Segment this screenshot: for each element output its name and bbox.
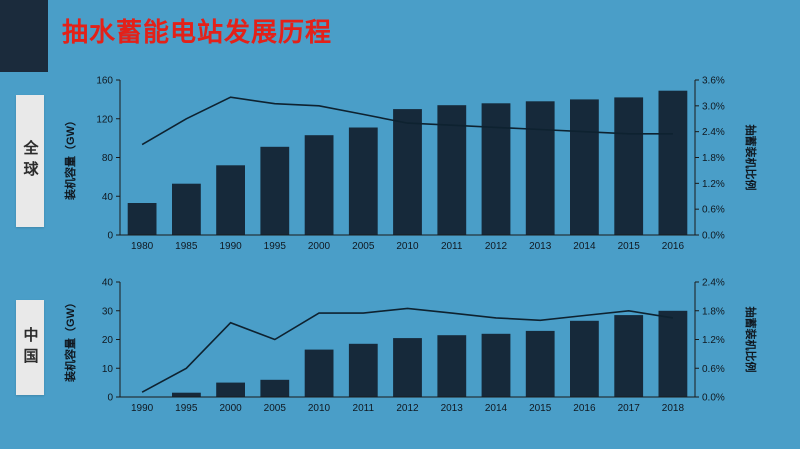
svg-text:2015: 2015 <box>618 241 641 252</box>
svg-text:2014: 2014 <box>485 403 508 414</box>
svg-text:80: 80 <box>102 153 114 164</box>
svg-text:20: 20 <box>102 335 114 346</box>
chart-side-label-china: 中国 <box>16 300 44 395</box>
svg-text:2000: 2000 <box>219 403 242 414</box>
svg-text:1985: 1985 <box>175 241 198 252</box>
svg-text:1980: 1980 <box>131 241 154 252</box>
svg-text:2.4%: 2.4% <box>702 278 725 289</box>
china-chart: 1990 1995 2000 2005 2010 2011 2012 2013 2014 2015… <box>63 278 758 415</box>
svg-text:2.4%: 2.4% <box>702 127 725 138</box>
svg-text:1.8%: 1.8% <box>702 306 725 317</box>
svg-text:抽蓄装机比例: 抽蓄装机比例 <box>744 125 758 191</box>
svg-text:1995: 1995 <box>264 241 287 252</box>
svg-text:装机容量（GW）: 装机容量（GW） <box>63 115 77 201</box>
svg-text:2016: 2016 <box>573 403 596 414</box>
svg-text:1.2%: 1.2% <box>702 335 725 346</box>
svg-text:2005: 2005 <box>352 241 375 252</box>
svg-text:2016: 2016 <box>662 241 685 252</box>
global-chart: 1980 1985 1990 1995 2000 2005 2010 2011 2012 2013… <box>63 76 758 253</box>
svg-text:0: 0 <box>107 231 113 242</box>
svg-text:抽蓄装机比例: 抽蓄装机比例 <box>744 307 758 373</box>
svg-text:1990: 1990 <box>131 403 154 414</box>
svg-text:2011: 2011 <box>441 241 463 252</box>
svg-text:160: 160 <box>96 76 113 87</box>
svg-text:2014: 2014 <box>573 241 596 252</box>
svg-text:2017: 2017 <box>618 403 641 414</box>
svg-text:2018: 2018 <box>662 403 685 414</box>
svg-text:2012: 2012 <box>396 403 419 414</box>
svg-text:2012: 2012 <box>485 241 508 252</box>
svg-text:0.0%: 0.0% <box>702 393 725 404</box>
svg-text:40: 40 <box>102 192 114 203</box>
svg-text:1.8%: 1.8% <box>702 153 725 164</box>
svg-text:10: 10 <box>102 364 114 375</box>
svg-text:2011: 2011 <box>353 403 375 414</box>
svg-text:1990: 1990 <box>219 241 242 252</box>
svg-text:40: 40 <box>102 278 114 289</box>
svg-text:3.0%: 3.0% <box>702 101 725 112</box>
slide-title: 抽水蓄能电站发展历程 <box>62 17 333 47</box>
corner-decoration-block <box>0 0 48 72</box>
svg-text:0.0%: 0.0% <box>702 231 725 242</box>
svg-text:0.6%: 0.6% <box>702 364 725 375</box>
svg-text:30: 30 <box>102 306 114 317</box>
svg-text:1.2%: 1.2% <box>702 179 725 190</box>
svg-text:1995: 1995 <box>175 403 198 414</box>
svg-text:装机容量（GW）: 装机容量（GW） <box>63 297 77 383</box>
svg-text:2010: 2010 <box>396 241 419 252</box>
svg-text:2005: 2005 <box>264 403 287 414</box>
svg-text:0: 0 <box>107 393 113 404</box>
svg-text:2013: 2013 <box>441 403 464 414</box>
svg-text:2015: 2015 <box>529 403 552 414</box>
svg-text:0.6%: 0.6% <box>702 205 725 216</box>
chart-side-label-global: 全球 <box>16 95 44 227</box>
svg-text:3.6%: 3.6% <box>702 76 725 87</box>
svg-text:2010: 2010 <box>308 403 331 414</box>
svg-text:2000: 2000 <box>308 241 331 252</box>
svg-text:120: 120 <box>96 114 113 125</box>
svg-text:2013: 2013 <box>529 241 552 252</box>
